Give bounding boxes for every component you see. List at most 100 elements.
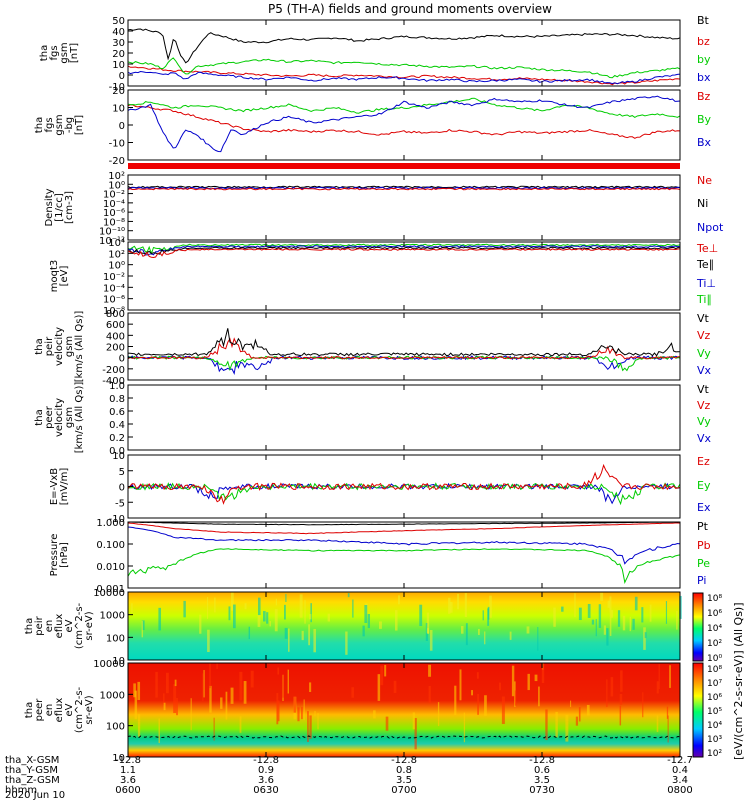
y-axis-label: [nPa] xyxy=(59,542,70,568)
y-tick-label: 600 xyxy=(106,320,125,331)
spacecraft-potential xyxy=(127,735,681,739)
series-bz xyxy=(127,65,681,86)
series-Bt xyxy=(127,28,681,64)
y-tick-label: 10⁻⁴ xyxy=(103,199,125,210)
y-tick-label: 1.000 xyxy=(96,518,125,529)
ephemeris-value: 3.6 xyxy=(258,775,274,786)
y-axis-label: peer xyxy=(44,405,55,429)
spectrogram-streak xyxy=(131,603,133,614)
series-bx xyxy=(127,70,681,85)
y-axis-label: Pressure xyxy=(49,534,60,577)
y-axis-label: gsm xyxy=(64,336,75,357)
spectrogram-streak xyxy=(634,596,638,611)
y-tick-label: 10² xyxy=(108,171,125,182)
spectrogram-streak xyxy=(385,716,389,731)
legend-bz: bz xyxy=(697,35,710,48)
legend-Bx: Bx xyxy=(697,136,712,149)
spectrogram-streak xyxy=(610,677,614,697)
spectrogram-streak xyxy=(667,715,669,743)
spectrogram-streak xyxy=(282,674,284,698)
y-axis-label: sr-eV) xyxy=(84,611,95,640)
date-label: 2020 Jun 10 xyxy=(5,790,65,800)
y-axis-label: [eV] xyxy=(59,266,70,287)
spectrogram-streak xyxy=(345,631,348,655)
spectrogram-streak xyxy=(202,673,204,702)
y-tick-label: -200 xyxy=(102,365,125,376)
legend-Vz: Vz xyxy=(697,329,711,342)
spectrogram-streak xyxy=(606,628,609,646)
spectrogram-streak xyxy=(155,671,158,698)
spectrogram-streak xyxy=(309,682,312,692)
y-tick-label: 10 xyxy=(112,656,125,667)
spectrogram-streak xyxy=(603,625,607,635)
y-tick-label: -10 xyxy=(109,82,125,93)
spectrogram-streak xyxy=(641,607,644,623)
spectrogram-streak xyxy=(285,593,287,602)
spectrogram-streak xyxy=(527,673,530,691)
spectrogram-streak xyxy=(137,714,141,737)
y-axis-label: eflux xyxy=(54,614,65,639)
spectrogram-streak xyxy=(619,705,622,726)
spectrogram-streak xyxy=(428,686,431,703)
ephemeris-value: 0800 xyxy=(667,785,692,796)
spectrogram-streak xyxy=(209,685,212,713)
spectrogram-streak xyxy=(258,597,261,616)
y-axis-label: tha xyxy=(34,409,45,425)
spectrogram-streak xyxy=(487,606,490,620)
spectrogram-streak xyxy=(301,630,304,641)
spectrogram-streak xyxy=(419,604,423,627)
series-Bz xyxy=(127,104,681,139)
ephemeris-value: -12.7 xyxy=(667,755,693,766)
series-Pb xyxy=(127,522,681,535)
legend-Vy: Vy xyxy=(697,415,711,428)
series-Pe xyxy=(127,548,681,584)
spectrogram-streak xyxy=(314,710,316,717)
spectrogram-streak xyxy=(553,607,556,627)
ephemeris-value: 0730 xyxy=(529,785,554,796)
spectrogram-streak xyxy=(586,704,590,716)
spectrogram-streak xyxy=(565,714,569,742)
spectrogram-streak xyxy=(644,632,647,639)
y-axis-label: en xyxy=(44,704,55,717)
spectrogram xyxy=(128,592,680,660)
y-tick-label: -400 xyxy=(102,376,125,387)
spectrogram-streak xyxy=(362,625,365,637)
y-tick-label: 10⁻⁸ xyxy=(103,306,125,317)
spectrogram-streak xyxy=(464,593,467,618)
spectrogram-streak xyxy=(465,623,468,646)
spectrogram-streak xyxy=(575,716,579,726)
panel-7: 1.000 0.100 0.010 0.001 Pressure [nPa] Pt Pb Pe P… xyxy=(49,518,711,595)
spectrogram-streak xyxy=(609,612,612,636)
spectrogram-streak xyxy=(174,679,177,687)
figure-title: P5 (TH-A) fields and ground moments over… xyxy=(268,2,552,16)
y-tick-label: -20 xyxy=(109,156,125,167)
y-axis-label: tha xyxy=(24,618,35,634)
y-tick-label: 0.0 xyxy=(109,446,125,457)
spectrogram-streak xyxy=(308,624,311,646)
y-tick-label: -5 xyxy=(115,498,125,509)
spectrogram-streak xyxy=(629,616,632,632)
legend-bx: bx xyxy=(697,71,711,84)
panel-6: 10 5 0 -5 -10 E=-VxB [mV/m] Ez Ey Ex xyxy=(49,451,711,525)
colorbar-tick: 10⁶ xyxy=(707,693,722,703)
ephemeris-row-label: tha_X-GSM xyxy=(5,755,59,766)
spectrogram-streak xyxy=(545,709,548,741)
y-axis-label: peer xyxy=(34,698,45,722)
spectrogram-streak xyxy=(373,710,376,719)
y-tick-label: 20 xyxy=(112,49,125,60)
spectrogram-streak xyxy=(243,681,247,704)
spectrogram-streak xyxy=(269,621,271,627)
series-By xyxy=(127,97,681,118)
ephemeris-row-label: tha_Y-GSM xyxy=(5,765,58,776)
y-axis-label: eV xyxy=(64,619,75,632)
spectrogram-streak xyxy=(610,609,614,618)
spectrogram-streak xyxy=(284,627,288,639)
spectrogram-streak xyxy=(656,681,659,694)
spectrogram-streak xyxy=(327,613,331,622)
legend-Ez: Ez xyxy=(697,455,710,468)
y-axis-label: [km/s (All Qs)] xyxy=(74,382,85,454)
y-axis-label: tha xyxy=(39,45,50,61)
legend-by: by xyxy=(697,53,711,66)
spectrogram-streak xyxy=(190,698,192,731)
